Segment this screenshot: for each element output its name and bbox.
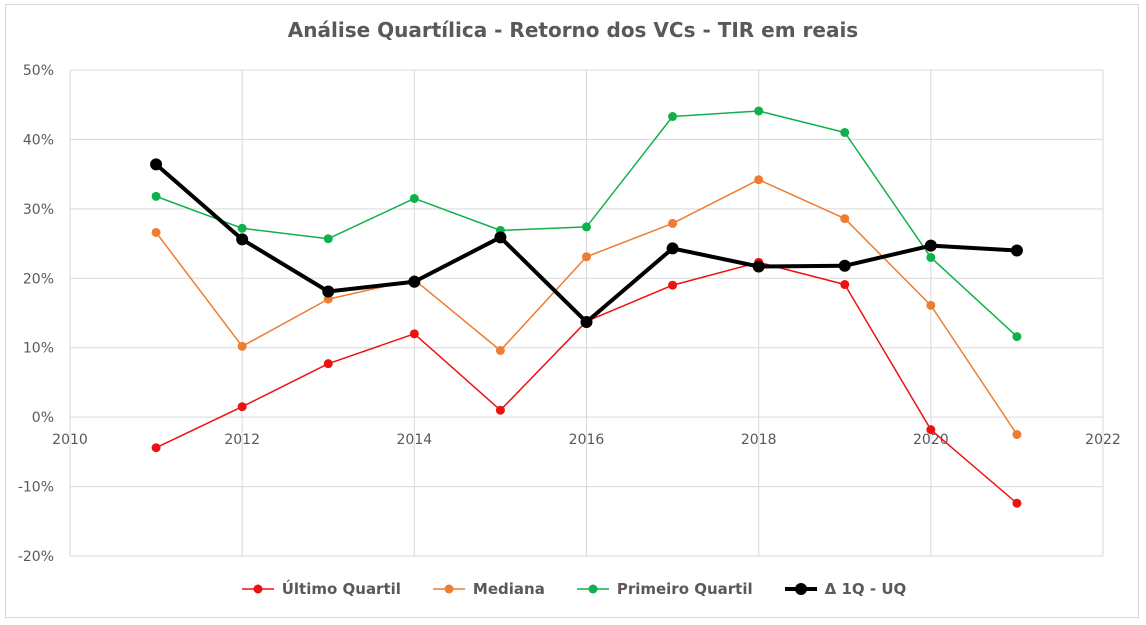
series-1-point — [237, 402, 247, 412]
legend-item: Mediana — [431, 580, 545, 598]
series-4-point — [322, 285, 335, 298]
series-2-point — [495, 345, 505, 355]
series-4-point — [666, 242, 679, 255]
legend-swatch-marker — [588, 584, 598, 594]
series-1-point — [151, 443, 161, 453]
legend-item: Primeiro Quartil — [575, 580, 753, 598]
series-2-point — [926, 300, 936, 310]
legend-label: Primeiro Quartil — [616, 580, 753, 598]
y-tick-label: 20% — [23, 271, 54, 287]
y-tick-label: 0% — [32, 410, 54, 426]
x-tick-label: 2014 — [397, 432, 433, 448]
legend-label: Δ 1Q - UQ — [824, 580, 907, 598]
series-1-point — [495, 405, 505, 415]
series-3-point — [323, 234, 333, 244]
x-tick-label: 2018 — [741, 432, 777, 448]
series-4-point — [494, 231, 507, 244]
series-1-point — [668, 280, 678, 290]
series-4-point — [408, 275, 421, 288]
x-tick-label: 2012 — [224, 432, 260, 448]
series-2-point — [582, 252, 591, 262]
legend-item: Último Quartil — [240, 580, 401, 598]
series-2-point — [754, 175, 764, 185]
series-4-point — [838, 259, 851, 272]
y-tick-label: -10% — [18, 480, 54, 496]
y-tick-label: 40% — [23, 132, 54, 148]
series-3-point — [668, 112, 678, 122]
y-tick-label: 10% — [23, 341, 54, 357]
series-3-point — [1012, 332, 1022, 342]
series-4-point — [924, 239, 937, 252]
series-1-point — [409, 329, 419, 339]
y-tick-label: 30% — [23, 202, 54, 218]
legend-swatch — [241, 584, 274, 594]
x-tick-label: 2020 — [913, 432, 949, 448]
series-2-point — [668, 218, 678, 228]
series-3-point — [151, 191, 161, 201]
legend-swatch — [576, 584, 609, 594]
chart-legend: Último Quartil Mediana Primeiro Quartil Δ 1… — [0, 580, 1146, 598]
legend-label: Mediana — [472, 580, 545, 598]
series-2-point — [151, 227, 161, 237]
series-3-point — [582, 222, 591, 232]
x-tick-label: 2022 — [1085, 432, 1121, 448]
series-2-point — [1012, 430, 1022, 439]
legend-swatch-marker — [444, 584, 454, 594]
y-tick-label: -20% — [18, 549, 54, 565]
series-1-point — [323, 359, 333, 369]
series-3-point — [409, 193, 419, 203]
series-1-point — [1012, 498, 1022, 508]
series-3-point — [840, 127, 850, 137]
series-3-point — [926, 252, 936, 262]
y-tick-label: 50% — [23, 63, 54, 79]
legend-swatch-marker — [794, 583, 807, 595]
series-4-point — [236, 233, 249, 246]
chart-frame — [5, 4, 1139, 618]
legend-swatch — [784, 583, 817, 595]
series-1-point — [840, 280, 850, 290]
series-1-point — [926, 425, 936, 435]
legend-swatch-marker — [253, 584, 263, 594]
series-4-point — [752, 260, 765, 273]
series-4-point — [150, 158, 163, 171]
legend-label: Último Quartil — [281, 580, 401, 598]
legend-swatch — [432, 584, 465, 594]
x-tick-label: 2016 — [569, 432, 605, 448]
series-2-point — [237, 341, 247, 351]
series-4-point — [580, 316, 593, 329]
series-3-point — [237, 223, 247, 233]
series-4-point — [1010, 244, 1023, 257]
chart-title: Análise Quartílica - Retorno dos VCs - T… — [287, 18, 859, 42]
series-2-point — [840, 214, 850, 224]
legend-item: Δ 1Q - UQ — [783, 580, 907, 598]
x-tick-label: 2010 — [52, 432, 88, 448]
series-3-point — [754, 106, 764, 116]
